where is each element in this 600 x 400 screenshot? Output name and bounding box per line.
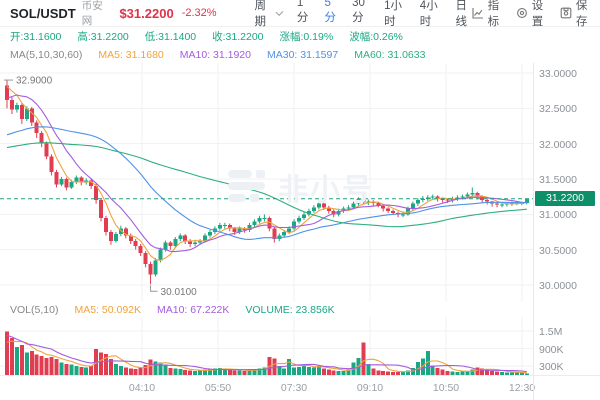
indicator-button-label: 指标 <box>487 0 500 28</box>
price-tick-30.0000: 30.0000 <box>539 280 577 292</box>
toolbar: SOL/USDT 币安网 $31.2200 -2.32% 周期 1分 5分 30分 1… <box>0 0 600 29</box>
ohlc-bar: 开:31.1600 高:31.2200 低:31.1400 收:31.2200 涨幅:0… <box>0 27 600 46</box>
low-price-annotation: 30.0100 <box>161 287 198 298</box>
exchange-label: 币安网 <box>81 0 103 27</box>
info-open: 开:31.1600 <box>10 31 62 43</box>
settings-button-label: 设置 <box>531 0 544 28</box>
ma-readout-ma60: MA60: 31.0633 <box>354 48 426 61</box>
time-tick-10:50: 10:50 <box>432 382 460 394</box>
price-tick-31.0000: 31.0000 <box>539 209 577 222</box>
price-tick-33.0000: 33.0000 <box>539 68 577 80</box>
candlestick-chart[interactable]: 32.9000 30.0100 <box>0 63 533 302</box>
save-icon <box>560 7 572 19</box>
volume-tick-1.5M: 1.5M <box>539 326 563 338</box>
last-price: $31.2200 <box>119 5 174 21</box>
volume-tick-300K: 300K <box>539 361 564 374</box>
ma-indicator-bar: MA(5,10,30,60) MA5: 31.1680 MA10: 31.1920… <box>0 46 600 63</box>
vol-readout-vol-ma10: MA10: 67.222K <box>157 303 230 316</box>
vol-title: VOL(5,10) <box>10 303 59 316</box>
timeframe-tab-4小时[interactable]: 4小时 <box>419 0 438 28</box>
timeframe-tab-5分[interactable]: 5分 <box>324 0 337 24</box>
price-tick-30.5000: 30.5000 <box>539 244 577 257</box>
timeframe-tabs: 1分 5分 30分 1小时 4小时 日线 <box>297 0 472 29</box>
chevron-down-icon <box>275 7 284 16</box>
info-change-pct: 涨幅:0.19% <box>279 31 334 43</box>
time-tick-12:30: 12:30 <box>508 382 536 394</box>
time-tick-05:50: 05:50 <box>204 382 232 394</box>
price-tick-32.5000: 32.5000 <box>539 103 577 116</box>
time-tick-04:10: 04:10 <box>128 382 156 394</box>
time-tick-09:10: 09:10 <box>356 382 384 394</box>
timeframe-tab-1分[interactable]: 1分 <box>296 0 309 24</box>
vol-readout-volume: VOLUME: 23.856K <box>245 303 335 316</box>
volume-chart-pane[interactable] <box>0 317 600 375</box>
ma-title: MA(5,10,30,60) <box>10 48 83 61</box>
settings-button[interactable]: 设置 <box>516 0 546 29</box>
timeframe-tab-30分[interactable]: 30分 <box>352 0 365 24</box>
info-high: 高:31.2200 <box>77 31 129 43</box>
save-button-label: 保存 <box>575 0 588 28</box>
info-close: 收:31.2200 <box>212 31 264 43</box>
current-price-badge: 31.2200 <box>535 191 595 207</box>
time-axis: 04:10 05:50 07:30 09:10 10:50 12:30 <box>0 375 600 400</box>
save-button[interactable]: 保存 <box>560 0 590 29</box>
price-tick-31.5000: 31.5000 <box>539 174 577 186</box>
time-tick-07:30: 07:30 <box>280 382 308 394</box>
price-axis: 33.0000 32.5000 32.0000 31.5000 31.0000 30.50… <box>533 63 600 400</box>
period-dropdown[interactable]: 周期 <box>254 0 284 29</box>
indicator-button[interactable]: 指标 <box>472 0 502 29</box>
ma-readout-ma10: MA10: 31.1920 <box>179 48 251 61</box>
timeframe-tab-1小时[interactable]: 1小时 <box>384 0 403 28</box>
volume-bars-chart[interactable] <box>0 317 533 375</box>
period-dropdown-label: 周期 <box>254 0 267 28</box>
volume-tick-900K: 900K <box>539 343 564 356</box>
ma-readout-ma30: MA30: 31.1597 <box>266 48 339 61</box>
volume-indicator-bar: VOL(5,10) MA5: 50.092K MA10: 67.222K VOLUM… <box>0 302 600 317</box>
price-tick-32.0000: 32.0000 <box>539 138 577 151</box>
symbol-title: SOL/USDT <box>10 5 76 21</box>
toolbar-tools: 指标 设置 保存 <box>472 0 590 29</box>
high-price-annotation: 32.9000 <box>16 76 53 87</box>
info-amplitude: 波幅:0.26% <box>349 31 403 43</box>
price-chart-pane[interactable]: 非小号 32.9000 30.0100 <box>0 63 600 302</box>
info-low: 低:31.1400 <box>144 31 197 43</box>
chart-line-icon <box>472 7 484 19</box>
timeframe-tab-日线[interactable]: 日线 <box>455 0 467 28</box>
ma-readout-ma5: MA5: 31.1680 <box>98 48 164 61</box>
price-change-pct: -2.32% <box>181 7 217 19</box>
timeframe-bar: 周期 1分 5分 30分 1小时 4小时 日线 <box>255 0 472 29</box>
gear-icon <box>516 7 528 19</box>
vol-readout-vol-ma5: MA5: 50.092K <box>74 303 141 316</box>
